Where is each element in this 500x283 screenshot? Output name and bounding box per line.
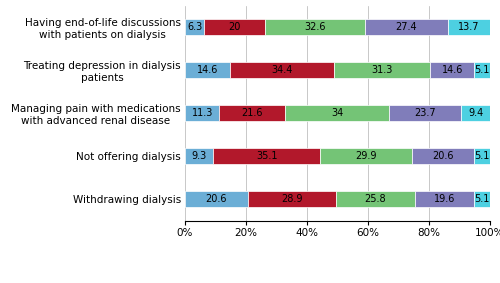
Bar [448,19,490,35]
Text: 11.3: 11.3 [192,108,213,118]
Text: 5.1: 5.1 [474,194,490,204]
Bar [185,62,230,78]
Text: 14.6: 14.6 [196,65,218,75]
Text: 31.3: 31.3 [372,65,393,75]
Bar [320,148,412,164]
Bar [336,191,414,207]
Bar [474,148,490,164]
Text: 34: 34 [331,108,344,118]
Bar [474,191,490,207]
Text: 9.3: 9.3 [192,151,207,161]
Bar [220,105,286,121]
Bar [185,191,248,207]
Bar [230,62,334,78]
Text: 6.3: 6.3 [187,22,202,32]
Text: 21.6: 21.6 [242,108,263,118]
Text: 20.6: 20.6 [432,151,454,161]
Text: 14.6: 14.6 [442,65,463,75]
Text: 9.4: 9.4 [468,108,483,118]
Text: 29.9: 29.9 [356,151,377,161]
Text: 23.7: 23.7 [414,108,436,118]
Text: 35.1: 35.1 [256,151,278,161]
Bar [334,62,430,78]
Text: 5.1: 5.1 [474,151,490,161]
Bar [462,105,490,121]
Text: 27.4: 27.4 [396,22,417,32]
Text: 34.4: 34.4 [272,65,292,75]
Bar [214,148,320,164]
Text: 13.7: 13.7 [458,22,480,32]
Bar [185,148,214,164]
Bar [474,62,490,78]
Bar [414,191,474,207]
Bar [185,105,220,121]
Text: 20.6: 20.6 [206,194,227,204]
Bar [248,191,336,207]
Bar [286,105,389,121]
Text: 19.6: 19.6 [434,194,455,204]
Bar [412,148,474,164]
Text: 20: 20 [228,22,241,32]
Text: 28.9: 28.9 [281,194,302,204]
Bar [389,105,462,121]
Bar [265,19,364,35]
Text: 32.6: 32.6 [304,22,326,32]
Text: 25.8: 25.8 [364,194,386,204]
Bar [364,19,448,35]
Text: 5.1: 5.1 [474,65,490,75]
Bar [430,62,474,78]
Bar [204,19,265,35]
Bar [185,19,204,35]
